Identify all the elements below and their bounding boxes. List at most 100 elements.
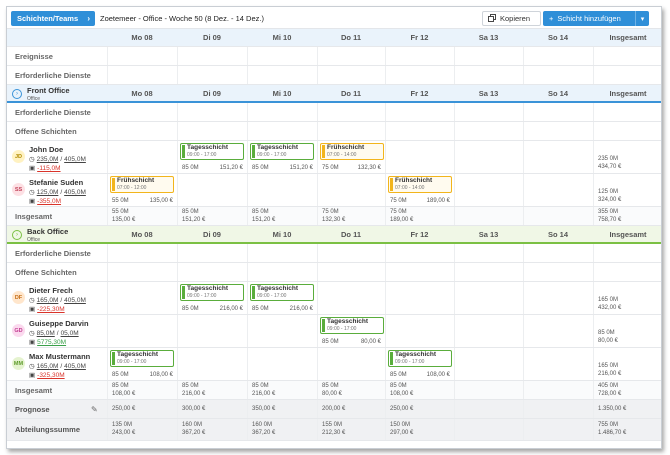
day-cell[interactable]: [317, 47, 385, 65]
employee-name[interactable]: John Doe: [29, 145, 64, 154]
day-cell[interactable]: [523, 315, 593, 347]
day-cell[interactable]: [247, 263, 317, 281]
day-cell[interactable]: Tagesschicht 09:00 - 17:00 85 0M 216,00 €: [247, 282, 317, 314]
day-cell[interactable]: [177, 263, 247, 281]
day-cell[interactable]: [454, 282, 523, 314]
day-cell[interactable]: [247, 103, 317, 121]
shift-block[interactable]: Tagesschicht 09:00 - 17:00: [250, 143, 314, 160]
total-cell[interactable]: 235 0M 434,70 €: [593, 141, 661, 173]
day-cell[interactable]: [317, 244, 385, 262]
add-shift-button[interactable]: + Schicht hinzufügen ▾: [543, 11, 649, 26]
day-cell[interactable]: [523, 348, 593, 380]
total-cell[interactable]: 165 0M 216,00 €: [593, 348, 661, 380]
teams-button[interactable]: Schichten/Teams ›: [11, 11, 95, 26]
day-cell[interactable]: [107, 315, 177, 347]
day-cell[interactable]: [454, 174, 523, 206]
total-cell[interactable]: [593, 47, 661, 65]
day-cell[interactable]: [177, 348, 247, 380]
shift-block[interactable]: Frühschicht 07:00 - 12:00: [110, 176, 174, 193]
total-cell[interactable]: 165 0M 432,00 €: [593, 282, 661, 314]
chevron-down-icon[interactable]: ▾: [635, 11, 649, 26]
day-cell[interactable]: [523, 174, 593, 206]
day-cell[interactable]: [385, 263, 454, 281]
day-cell[interactable]: Tagesschicht 09:00 - 17:00 85 0M 80,00 €: [317, 315, 385, 347]
shift-block[interactable]: Tagesschicht 09:00 - 17:00: [180, 143, 244, 160]
shift-block[interactable]: Tagesschicht 09:00 - 17:00: [320, 317, 384, 334]
edit-icon[interactable]: ✎: [91, 405, 98, 414]
day-cell[interactable]: [523, 244, 593, 262]
day-cell[interactable]: [107, 244, 177, 262]
day-cell[interactable]: [247, 122, 317, 140]
day-cell[interactable]: [454, 122, 523, 140]
day-cell[interactable]: [317, 103, 385, 121]
day-cell[interactable]: Frühschicht 07:00 - 12:00 55 0M 135,00 €: [107, 174, 177, 206]
shift-block[interactable]: Tagesschicht 09:00 - 17:00: [250, 284, 314, 301]
shift-block[interactable]: Tagesschicht 09:00 - 17:00: [388, 350, 452, 367]
employee-name[interactable]: Dieter Frech: [29, 286, 73, 295]
day-cell[interactable]: Tagesschicht 09:00 - 17:00 85 0M 151,20 €: [247, 141, 317, 173]
day-cell[interactable]: [454, 315, 523, 347]
total-cell[interactable]: 125 0M 324,00 €: [593, 174, 661, 206]
day-cell[interactable]: [177, 122, 247, 140]
total-cell[interactable]: 85 0M 80,00 €: [593, 315, 661, 347]
day-cell[interactable]: [454, 244, 523, 262]
day-cell[interactable]: [107, 141, 177, 173]
day-cell[interactable]: [385, 141, 454, 173]
day-cell[interactable]: [385, 315, 454, 347]
day-cell[interactable]: [454, 348, 523, 380]
day-cell[interactable]: [317, 263, 385, 281]
employee-name[interactable]: Stefanie Suden: [29, 178, 84, 187]
day-cell[interactable]: [177, 47, 247, 65]
day-cell[interactable]: [454, 141, 523, 173]
day-cell[interactable]: [454, 263, 523, 281]
day-cell[interactable]: [317, 348, 385, 380]
day-cell[interactable]: [247, 66, 317, 84]
day-cell[interactable]: [177, 103, 247, 121]
total-cell[interactable]: [593, 103, 661, 121]
day-cell[interactable]: Tagesschicht 09:00 - 17:00 85 0M 151,20 €: [177, 141, 247, 173]
collapse-icon[interactable]: ›: [12, 89, 22, 99]
day-cell[interactable]: Frühschicht 07:00 - 14:00 75 0M 132,30 €: [317, 141, 385, 173]
day-cell[interactable]: [523, 141, 593, 173]
day-cell[interactable]: [107, 66, 177, 84]
collapse-icon[interactable]: ›: [12, 230, 22, 240]
day-cell[interactable]: [177, 244, 247, 262]
shift-block[interactable]: Tagesschicht 09:00 - 17:00: [180, 284, 244, 301]
day-cell[interactable]: [177, 174, 247, 206]
total-cell[interactable]: [593, 263, 661, 281]
day-cell[interactable]: [523, 66, 593, 84]
day-cell[interactable]: Tagesschicht 09:00 - 17:00 85 0M 108,00 €: [385, 348, 454, 380]
day-cell[interactable]: [454, 103, 523, 121]
total-cell[interactable]: [593, 122, 661, 140]
team-header[interactable]: › Back Office Office Mo 08 Di 09 Mi 10 Do 11 Fr…: [7, 226, 661, 244]
copy-button[interactable]: Kopieren: [482, 11, 541, 26]
shift-block[interactable]: Tagesschicht 09:00 - 17:00: [110, 350, 174, 367]
day-cell[interactable]: [454, 47, 523, 65]
day-cell[interactable]: [385, 66, 454, 84]
day-cell[interactable]: [454, 66, 523, 84]
shift-block[interactable]: Frühschicht 07:00 - 14:00: [320, 143, 384, 160]
day-cell[interactable]: [523, 103, 593, 121]
day-cell[interactable]: [107, 263, 177, 281]
day-cell[interactable]: [385, 244, 454, 262]
day-cell[interactable]: [107, 103, 177, 121]
day-cell[interactable]: [107, 47, 177, 65]
employee-name[interactable]: Max Mustermann: [29, 352, 91, 361]
day-cell[interactable]: [523, 47, 593, 65]
day-cell[interactable]: [317, 174, 385, 206]
day-cell[interactable]: [385, 282, 454, 314]
day-cell[interactable]: [385, 122, 454, 140]
day-cell[interactable]: [247, 315, 317, 347]
day-cell[interactable]: [317, 282, 385, 314]
day-cell[interactable]: Frühschicht 07:00 - 14:00 75 0M 189,00 €: [385, 174, 454, 206]
day-cell[interactable]: [177, 66, 247, 84]
total-cell[interactable]: [593, 244, 661, 262]
day-cell[interactable]: [317, 122, 385, 140]
day-cell[interactable]: [177, 315, 247, 347]
day-cell[interactable]: [107, 282, 177, 314]
day-cell[interactable]: [317, 66, 385, 84]
day-cell[interactable]: [523, 122, 593, 140]
total-cell[interactable]: [593, 66, 661, 84]
day-cell[interactable]: [247, 174, 317, 206]
day-cell[interactable]: [247, 47, 317, 65]
